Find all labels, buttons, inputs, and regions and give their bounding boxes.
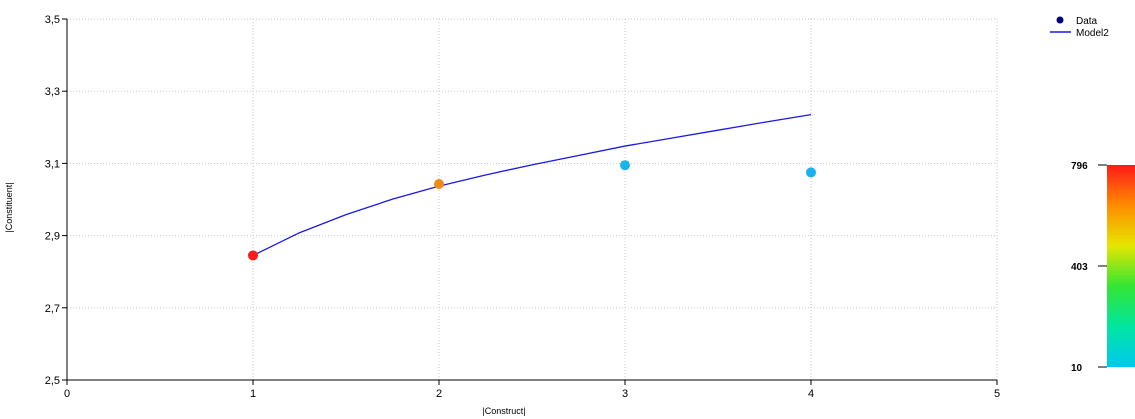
model2-line [252, 114, 812, 257]
x-tick-label: 0 [64, 388, 70, 400]
model-series [252, 114, 812, 257]
data-point [620, 160, 630, 171]
x-tick-label: 2 [436, 388, 442, 400]
x-tick-label: 3 [622, 388, 628, 400]
colorbar: 796 403 10 [1071, 161, 1135, 374]
y-tick-label: 2,7 [45, 303, 60, 315]
colorbar-gradient [1107, 165, 1135, 367]
y-tick-label: 3,5 [45, 14, 60, 26]
data-point [806, 167, 816, 178]
y-tick-label: 3,3 [45, 86, 60, 98]
data-series [248, 160, 816, 261]
x-axis-title: |Construct| [482, 406, 525, 416]
y-tick-label: 3,1 [45, 158, 60, 170]
colorbar-min-label: 10 [1071, 363, 1083, 374]
grid [67, 18, 998, 380]
legend-data-marker [1056, 16, 1064, 24]
axes [62, 18, 998, 385]
legend-data-label: Data [1076, 16, 1098, 27]
x-tick-label: 4 [808, 388, 814, 400]
legend-model-label: Model2 [1076, 28, 1109, 39]
y-tick-label: 2,5 [45, 375, 60, 387]
y-axis-title: |Constituent| [4, 182, 14, 232]
x-tick-label: 1 [250, 388, 256, 400]
colorbar-mid-label: 403 [1071, 262, 1088, 273]
legend: Data Model2 [1050, 16, 1109, 39]
y-tick-label: 2,9 [45, 231, 60, 243]
data-point [248, 250, 258, 261]
tick-labels: 0 1 2 3 4 5 2,5 2,7 2,9 3,1 3,3 3,5 [45, 14, 1000, 400]
data-point [434, 178, 444, 189]
colorbar-max-label: 796 [1071, 161, 1088, 172]
x-tick-label: 5 [994, 388, 1000, 400]
